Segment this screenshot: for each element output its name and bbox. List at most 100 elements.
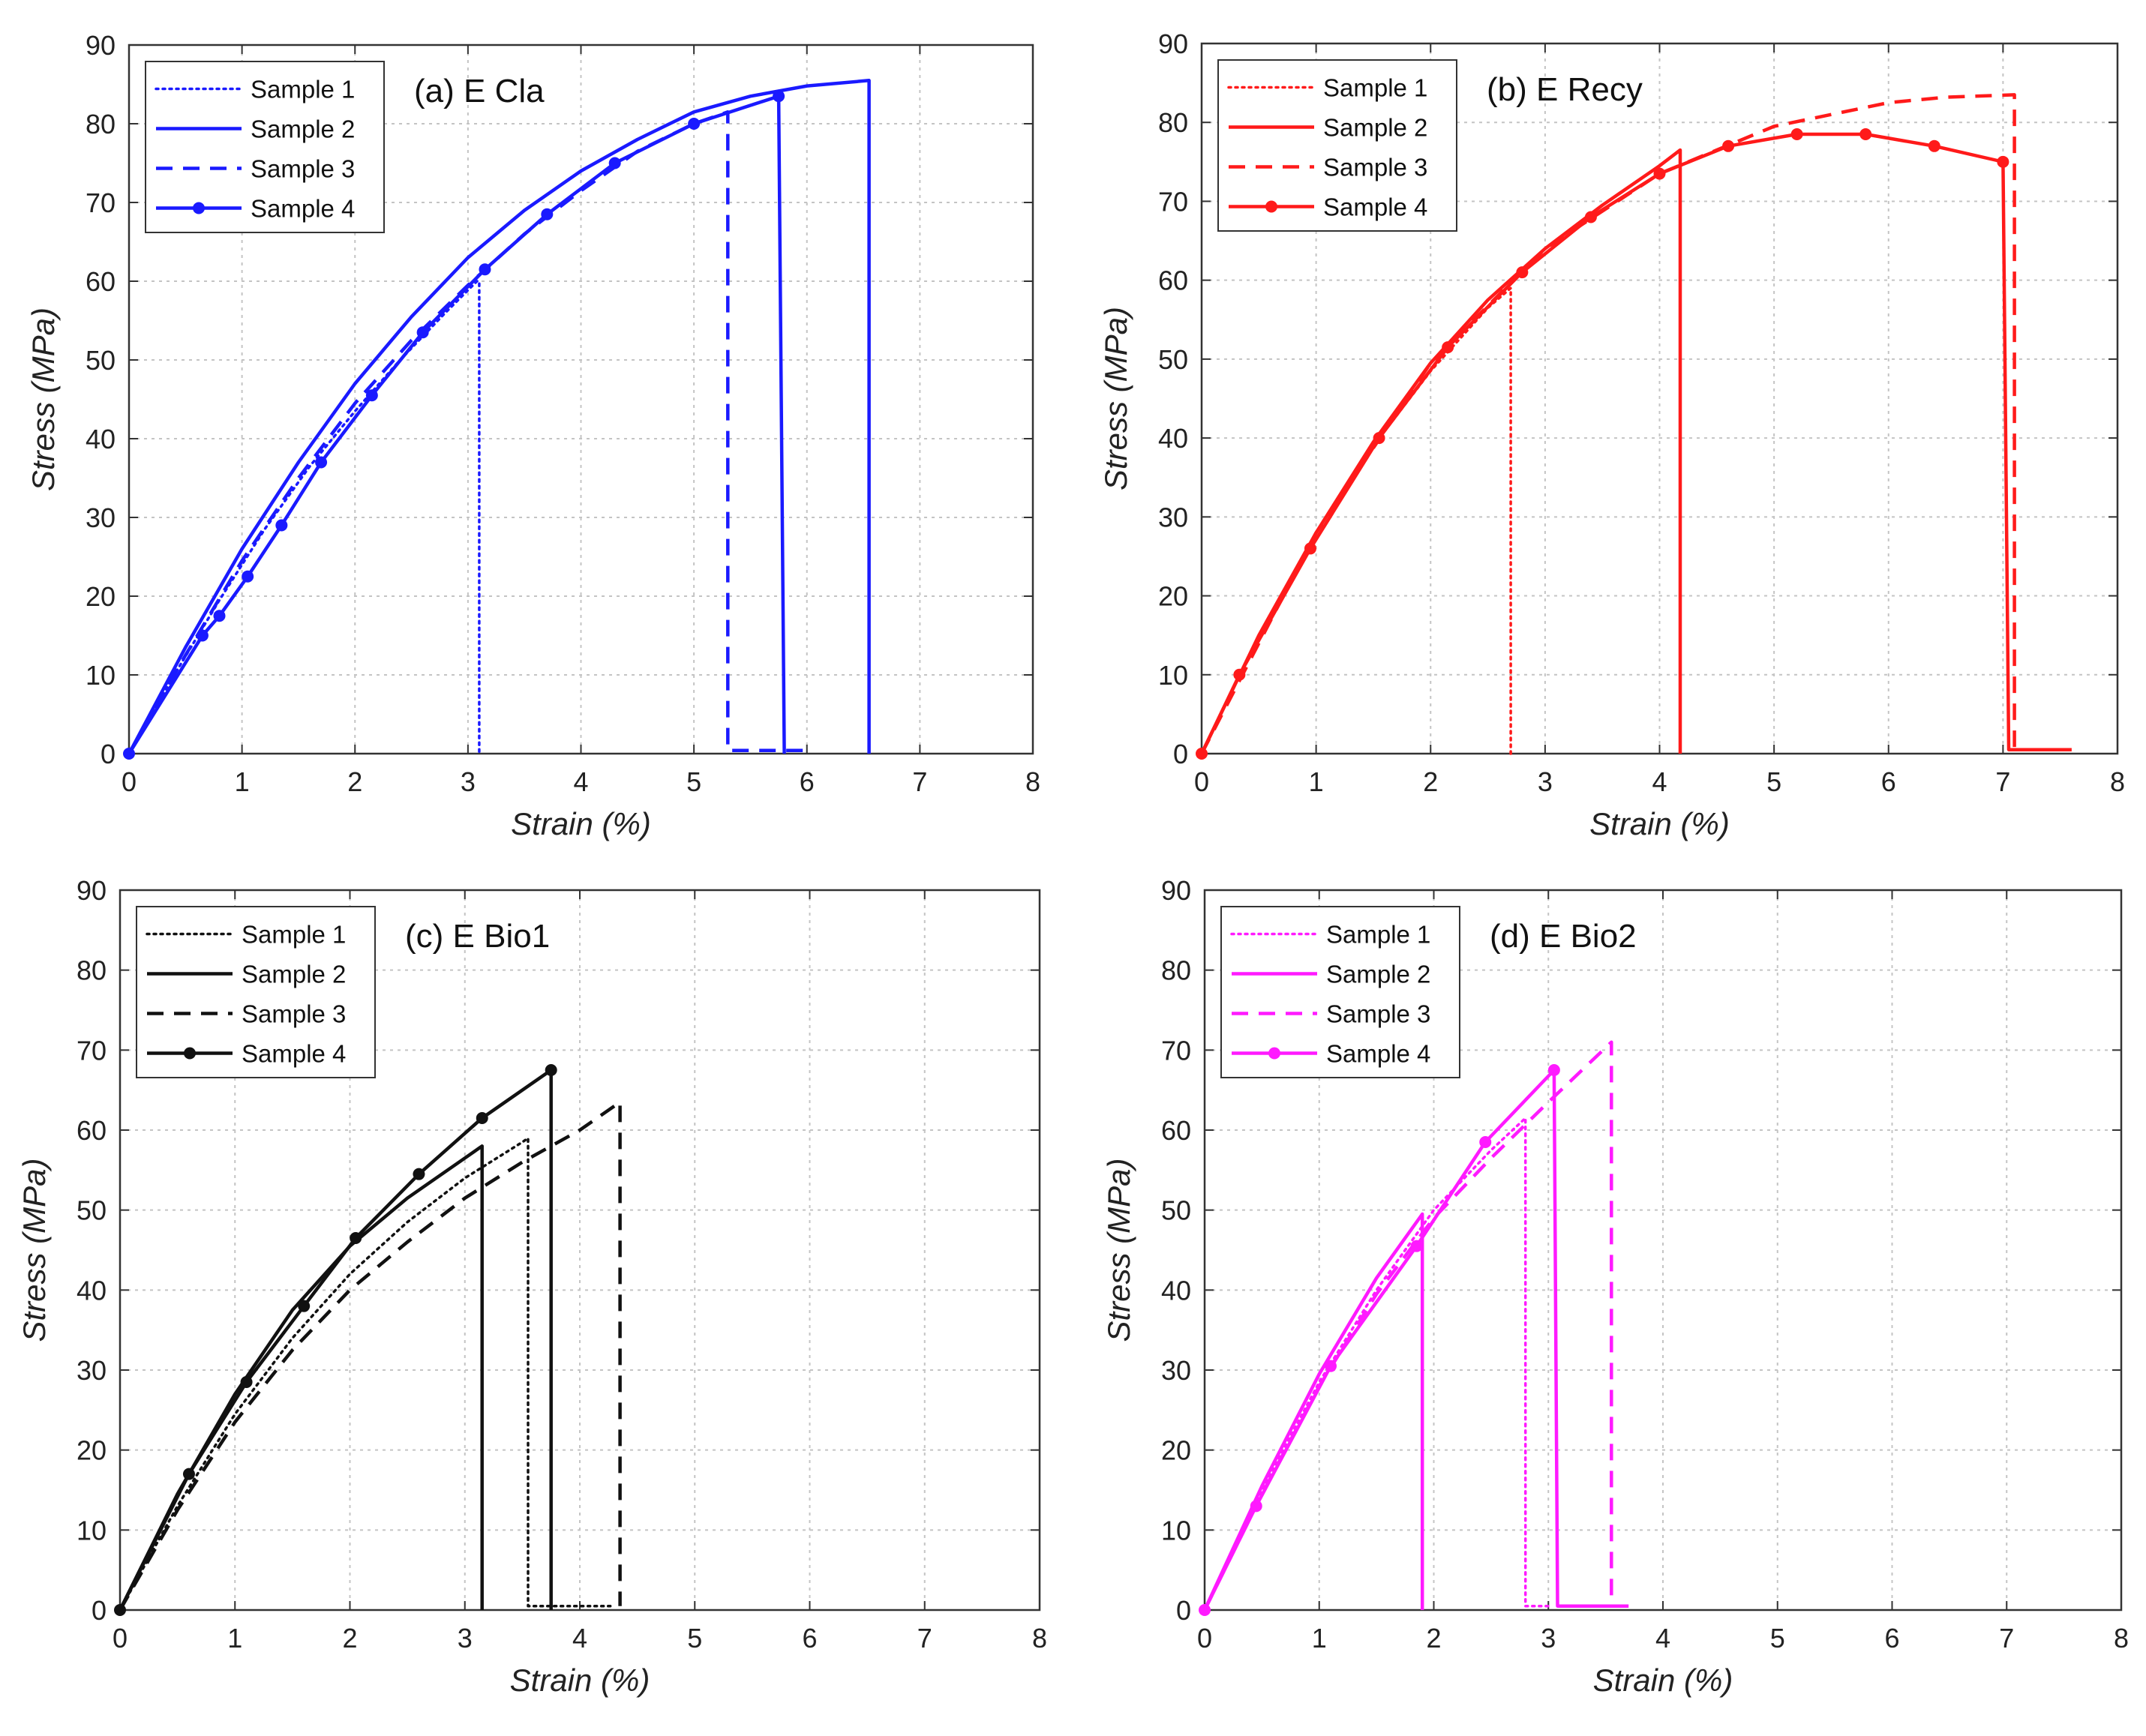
panel-title: (c) E Bio1 [405,918,550,955]
x-tick-label: 0 [1194,766,1209,797]
x-tick-label: 8 [1032,1623,1047,1654]
x-tick-label: 7 [912,766,927,797]
series-4 [114,1064,557,1616]
data-point [298,1300,311,1312]
legend-marker [1268,1047,1280,1060]
y-tick-label: 50 [1161,1195,1191,1226]
y-tick-label: 60 [86,266,116,297]
y-tick-label: 50 [77,1195,107,1226]
legend: Sample 1 Sample 2 Sample 3 Sample 4 [1217,59,1457,232]
data-point [350,1232,362,1244]
y-tick-label: 40 [86,424,116,454]
y-tick-label: 30 [1158,502,1188,532]
y-tick-label: 70 [1158,186,1188,217]
data-point [1547,1064,1560,1076]
x-tick-label: 0 [1197,1623,1212,1654]
series-1 [1203,1117,1550,1612]
x-tick-label: 2 [347,766,362,797]
x-tick-label: 6 [802,1623,817,1654]
y-tick-label: 70 [77,1035,107,1066]
x-tick-label: 6 [800,766,815,797]
y-tick-label: 90 [1158,28,1188,59]
series-line [1203,1117,1550,1612]
legend-label: Sample 3 [1323,154,1427,181]
data-point [1442,341,1454,354]
x-tick-label: 4 [573,766,588,797]
x-tick-label: 0 [113,1623,128,1654]
data-point [1516,266,1529,279]
legend-marker [193,202,205,214]
series-line [119,1136,616,1612]
x-tick-label: 8 [2110,766,2125,797]
x-tick-label: 4 [572,1623,587,1654]
y-tick-label: 30 [86,502,116,533]
data-point [365,389,378,402]
legend-label: Sample 4 [242,1040,346,1068]
legend-label: Sample 2 [251,115,355,143]
y-tick-label: 0 [92,1595,107,1626]
data-point [416,326,429,339]
y-tick-label: 30 [77,1355,107,1386]
x-axis-label: Strain (%) [511,806,651,841]
x-tick-label: 1 [227,1623,242,1654]
legend-label: Sample 4 [1323,193,1427,221]
data-point [1479,1136,1492,1148]
data-point [182,1468,195,1480]
y-tick-label: 80 [86,109,116,139]
y-axis-label: Stress (MPa) [1098,307,1133,490]
data-point [1653,167,1666,180]
y-tick-label: 10 [1158,660,1188,691]
legend-marker [184,1047,196,1060]
panel-title: (a) E Cla [414,73,545,109]
data-point [1199,1604,1211,1616]
data-point [315,456,328,469]
x-tick-label: 7 [917,1623,932,1654]
x-axis-label: Strain (%) [1589,806,1730,841]
data-point [688,118,701,130]
series-2 [128,79,871,755]
data-point [476,1112,488,1124]
x-tick-label: 5 [687,1623,702,1654]
y-tick-label: 20 [1161,1435,1191,1466]
x-tick-label: 5 [686,766,701,797]
y-tick-label: 0 [101,739,116,769]
legend-label: Sample 3 [251,155,355,183]
data-point [1790,128,1803,141]
y-tick-label: 40 [1158,423,1188,454]
x-tick-label: 3 [1541,1623,1556,1654]
legend-label: Sample 2 [242,961,346,988]
x-tick-label: 7 [1999,1623,2014,1654]
data-point [1584,211,1597,223]
legend-label: Sample 3 [1326,1000,1430,1028]
series-3 [119,1100,622,1612]
legend-label: Sample 1 [242,921,346,949]
y-tick-label: 0 [1173,739,1188,769]
legend: Sample 1 Sample 2 Sample 3 Sample 4 [145,61,385,233]
y-tick-label: 90 [1161,875,1191,906]
panel-title: (b) E Recy [1487,71,1643,108]
x-tick-label: 3 [1538,766,1553,797]
legend-label: Sample 1 [251,76,355,103]
y-tick-label: 20 [86,581,116,612]
x-tick-label: 6 [1881,766,1896,797]
grid [1205,890,2121,1610]
y-tick-label: 10 [1161,1515,1191,1546]
series-1 [119,1136,616,1612]
series-line [128,94,786,755]
legend: Sample 1 Sample 2 Sample 3 Sample 4 [136,906,376,1078]
y-tick-label: 50 [86,345,116,376]
legend-label: Sample 4 [251,195,355,223]
y-tick-label: 90 [77,875,107,906]
x-axis-label: Strain (%) [510,1663,650,1698]
legend-label: Sample 1 [1326,921,1430,949]
y-tick-label: 0 [1176,1595,1191,1626]
y-tick-label: 20 [1158,581,1188,612]
series-line [119,1100,622,1612]
x-tick-label: 2 [342,1623,357,1654]
y-axis-label: Stress (MPa) [26,307,61,491]
x-tick-label: 3 [458,1623,473,1654]
x-tick-label: 2 [1423,766,1438,797]
x-tick-label: 1 [1309,766,1324,797]
